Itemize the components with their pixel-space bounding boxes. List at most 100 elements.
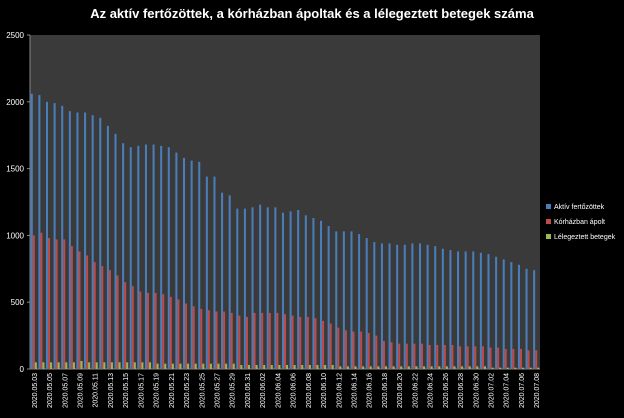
bar <box>207 310 210 369</box>
bar <box>396 244 399 369</box>
bar <box>84 112 87 369</box>
bar <box>453 366 456 369</box>
bar <box>141 362 144 369</box>
bar <box>346 366 349 369</box>
x-tick-label: 2020.06.10 <box>321 373 328 408</box>
bar <box>304 215 307 369</box>
bar <box>93 262 96 369</box>
y-tick-label: 500 <box>11 298 25 307</box>
bar <box>45 101 49 370</box>
bar <box>251 207 254 369</box>
bar <box>392 366 395 369</box>
bar <box>247 364 250 369</box>
x-tick-label: 2020.06.26 <box>443 373 450 408</box>
bar <box>519 348 522 369</box>
x-tick-label: 2020.06.28 <box>458 373 465 408</box>
bar <box>230 312 233 369</box>
bar <box>367 332 370 369</box>
bar <box>137 145 140 369</box>
bar <box>504 348 507 369</box>
bar <box>291 315 294 369</box>
bar <box>281 212 284 369</box>
bar <box>55 239 58 369</box>
bar <box>525 268 528 369</box>
bar <box>441 248 444 369</box>
bar <box>103 362 106 369</box>
bar <box>421 343 424 369</box>
bar <box>177 299 180 369</box>
bar <box>324 364 327 369</box>
bar <box>481 346 484 369</box>
bar <box>443 344 446 369</box>
bar <box>70 246 73 369</box>
bar <box>106 125 109 370</box>
bar <box>108 270 111 369</box>
x-tick-label: 2020.05.25 <box>199 373 206 408</box>
bar <box>57 362 60 369</box>
bar <box>400 366 403 369</box>
bar <box>110 362 113 369</box>
bar <box>299 316 302 369</box>
bar <box>78 251 81 369</box>
bar <box>202 363 205 369</box>
bar <box>183 157 186 369</box>
bar <box>34 362 37 369</box>
bar <box>517 264 520 369</box>
bar <box>167 147 170 369</box>
bar <box>50 362 53 369</box>
x-tick-label: 2020.05.03 <box>32 373 39 408</box>
bar <box>398 343 401 369</box>
bar <box>236 208 239 369</box>
bar <box>436 344 439 369</box>
bar <box>76 112 79 369</box>
bar <box>133 362 136 369</box>
bar <box>487 254 490 369</box>
bar <box>240 364 243 369</box>
bar <box>30 93 33 369</box>
bar <box>32 235 35 369</box>
bar <box>116 275 119 369</box>
x-tick-label: 2020.05.07 <box>62 373 69 408</box>
bar <box>86 255 89 369</box>
bar <box>42 362 45 369</box>
bar <box>365 238 368 369</box>
x-tick-label: 2020.06.04 <box>275 373 282 408</box>
bar <box>164 363 167 369</box>
x-tick-label: 2020.07.06 <box>519 373 526 408</box>
bar <box>466 346 469 369</box>
bar <box>169 296 172 369</box>
y-tick-label: 1000 <box>6 231 24 240</box>
bar <box>459 346 462 369</box>
bar <box>243 208 246 369</box>
bar <box>255 364 258 369</box>
bar <box>198 161 201 369</box>
bar <box>40 232 43 369</box>
bar <box>114 133 117 369</box>
bar <box>156 363 159 369</box>
bar <box>464 251 467 369</box>
y-tick-label: 1500 <box>6 165 24 174</box>
legend-swatch <box>546 219 551 224</box>
bar <box>162 294 165 369</box>
bar <box>122 143 125 369</box>
bar <box>306 316 309 369</box>
bar <box>327 226 330 369</box>
bar <box>497 347 500 369</box>
legend-swatch <box>546 234 551 239</box>
bar <box>261 312 264 369</box>
bar <box>331 364 334 369</box>
bar <box>126 362 129 369</box>
y-tick-label: 0 <box>20 365 25 374</box>
x-tick-label: 2020.05.09 <box>77 373 84 408</box>
x-tick-label: 2020.06.22 <box>412 373 419 408</box>
bar <box>506 367 509 369</box>
bar <box>308 364 311 369</box>
bar <box>65 362 68 369</box>
x-tick-label: 2020.05.21 <box>169 373 176 408</box>
bar <box>337 327 340 369</box>
bar <box>160 145 163 369</box>
bar <box>61 105 64 370</box>
x-tick-label: 2020.06.20 <box>397 373 404 408</box>
y-tick-label: 2500 <box>6 31 24 40</box>
